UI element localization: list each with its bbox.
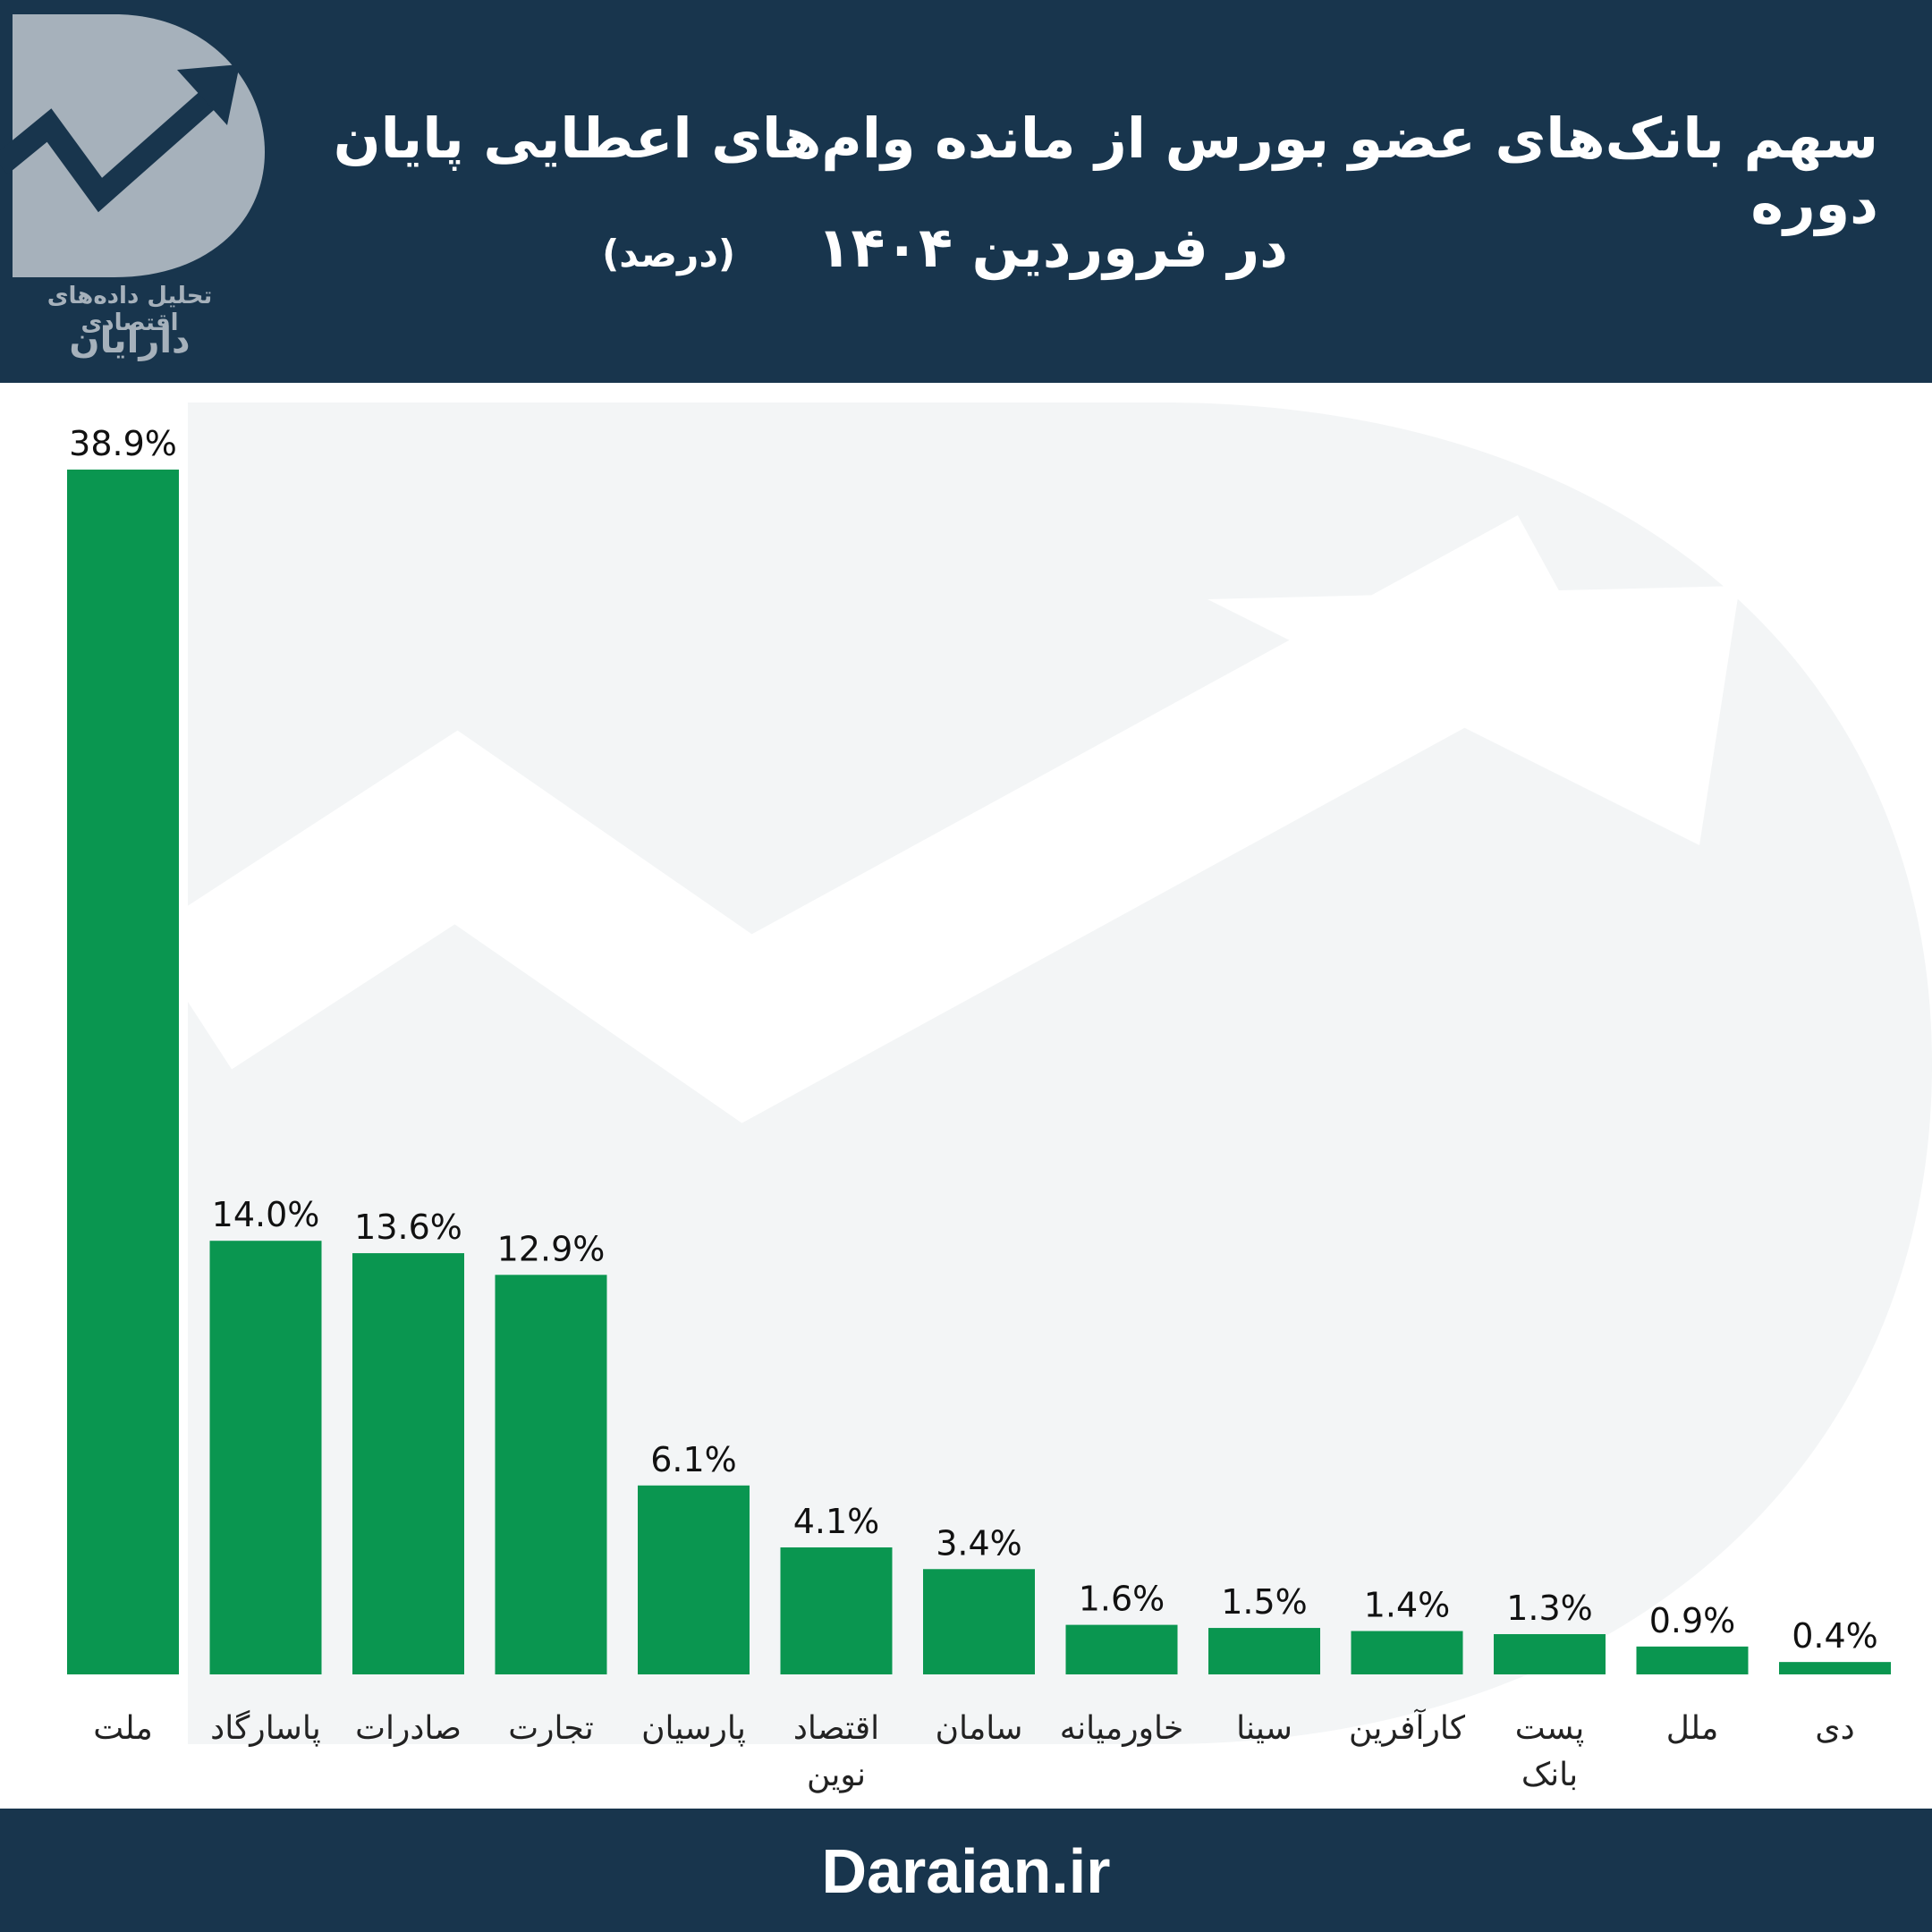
- bar-8: [1208, 1628, 1320, 1674]
- bar-chart: 38.9% 14.0% 13.6% 12.9% 6.1% 4.1% 3.4% 1.6% 1.5%…: [67, 424, 1891, 1793]
- bar-12: [1779, 1662, 1891, 1674]
- category-label-0: ملت: [93, 1710, 153, 1747]
- value-label-6: 3.4%: [936, 1523, 1022, 1563]
- watermark-logo-icon: [143, 402, 1932, 1744]
- logo-subtitle: تحلیل داده‌های اقتصادی: [47, 283, 213, 336]
- bar-4: [638, 1485, 750, 1674]
- value-label-5: 4.1%: [793, 1502, 880, 1541]
- category-labels-group: ملت پاسارگاد صادرات تجارت پارسیان اقتصاد نوین س…: [93, 1707, 1854, 1793]
- value-label-1: 14.0%: [212, 1195, 320, 1234]
- bar-1: [209, 1241, 322, 1674]
- bar-6: [923, 1569, 1035, 1674]
- value-label-4: 6.1%: [650, 1440, 737, 1479]
- chart-title-line1: سهم بانک‌های عضو بورس از مانده وام‌های ا…: [333, 106, 1878, 236]
- category-label-11: ملل: [1666, 1710, 1718, 1747]
- bar-7: [1065, 1624, 1178, 1674]
- value-label-0: 38.9%: [69, 424, 177, 463]
- category-label-9: کارآفرین: [1349, 1707, 1466, 1747]
- value-label-8: 1.5%: [1221, 1582, 1308, 1622]
- bar-5: [780, 1547, 893, 1674]
- value-labels-group: 38.9% 14.0% 13.6% 12.9% 6.1% 4.1% 3.4% 1.6% 1.5%…: [69, 424, 1878, 1656]
- chart-title-line2: در فروردین ۱۴۰۴ (درصد): [602, 215, 1288, 280]
- value-label-7: 1.6%: [1079, 1580, 1165, 1619]
- value-label-3: 12.9%: [497, 1229, 606, 1268]
- category-label-2: صادرات: [355, 1710, 462, 1747]
- category-label-12: دی: [1815, 1710, 1854, 1747]
- category-label-6: سامان: [936, 1710, 1023, 1747]
- website-link[interactable]: Daraian.ir: [821, 1836, 1111, 1906]
- bar-11: [1636, 1646, 1749, 1674]
- category-label-3: تجارت: [508, 1710, 594, 1747]
- bar-10: [1494, 1633, 1606, 1674]
- footer-banner: Daraian.ir: [0, 1809, 1932, 1932]
- category-label-4: پارسیان: [641, 1710, 746, 1747]
- category-label-5: اقتصاد نوین: [793, 1710, 879, 1793]
- logo-mark-icon: [0, 14, 265, 277]
- unit-label: (درصد): [602, 232, 736, 275]
- value-label-11: 0.9%: [1649, 1601, 1736, 1640]
- bars-group: [67, 470, 1891, 1674]
- category-label-8: سینا: [1236, 1710, 1292, 1747]
- bar-2: [352, 1253, 464, 1674]
- daraian-logo: تحلیل داده‌های اقتصادی دارایان: [0, 0, 286, 383]
- title-date: در فروردین ۱۴۰۴: [817, 215, 1288, 280]
- value-label-9: 1.4%: [1364, 1586, 1451, 1625]
- category-label-7: خاورمیانه: [1060, 1710, 1183, 1747]
- bar-9: [1351, 1631, 1463, 1674]
- category-label-1: پاسارگاد: [210, 1709, 321, 1747]
- value-label-12: 0.4%: [1792, 1616, 1878, 1656]
- value-label-10: 1.3%: [1506, 1589, 1593, 1628]
- bar-3: [495, 1275, 607, 1674]
- header-banner: تحلیل داده‌های اقتصادی دارایان سهم بانک‌…: [0, 0, 1932, 383]
- bar-0: [67, 470, 179, 1674]
- category-label-10: پست بانک: [1515, 1710, 1584, 1793]
- value-label-2: 13.6%: [354, 1208, 462, 1247]
- logo-name: دارایان: [69, 320, 191, 361]
